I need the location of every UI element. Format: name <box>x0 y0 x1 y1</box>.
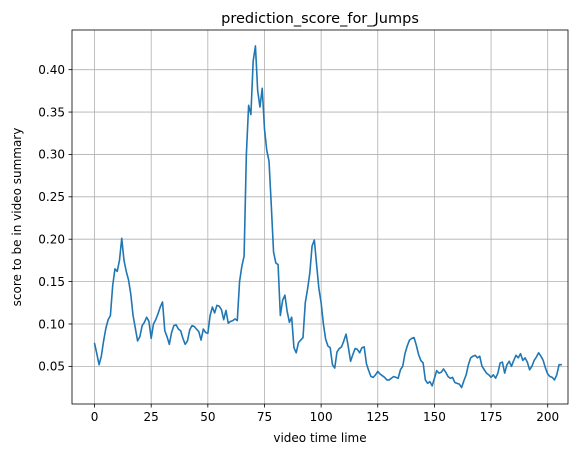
y-tick-label: 0.30 <box>38 148 65 162</box>
plot-frame <box>71 29 569 405</box>
x-tick-label: 75 <box>257 410 272 424</box>
y-tick-label: 0.15 <box>38 275 65 289</box>
x-tick-label: 125 <box>366 410 389 424</box>
grid <box>72 30 568 404</box>
x-tick-label: 150 <box>423 410 446 424</box>
y-tick-label: 0.25 <box>38 190 65 204</box>
y-tick-label: 0.35 <box>38 105 65 119</box>
y-tick-label: 0.05 <box>38 360 65 374</box>
x-tick-label: 100 <box>310 410 333 424</box>
chart-title: prediction_score_for_Jumps <box>221 11 419 27</box>
y-axis-ticks: 0.05 0.10 0.15 0.20 0.25 0.30 0.35 0.40 <box>38 63 72 374</box>
x-axis-ticks: 0 25 50 75 100 125 150 175 200 <box>91 404 559 424</box>
x-tick-label: 50 <box>200 410 215 424</box>
series-layer <box>93 45 563 389</box>
x-axis-label: video time lime <box>273 431 366 445</box>
x-tick-label: 200 <box>536 410 559 424</box>
x-tick-label: 0 <box>91 410 99 424</box>
y-tick-label: 0.20 <box>38 233 65 247</box>
x-tick-label: 175 <box>480 410 503 424</box>
x-tick-label: 25 <box>144 410 159 424</box>
series-line <box>93 45 563 389</box>
y-axis-label: score to be in video summary <box>10 128 24 307</box>
y-tick-label: 0.10 <box>38 317 65 331</box>
y-tick-label: 0.40 <box>38 63 65 77</box>
